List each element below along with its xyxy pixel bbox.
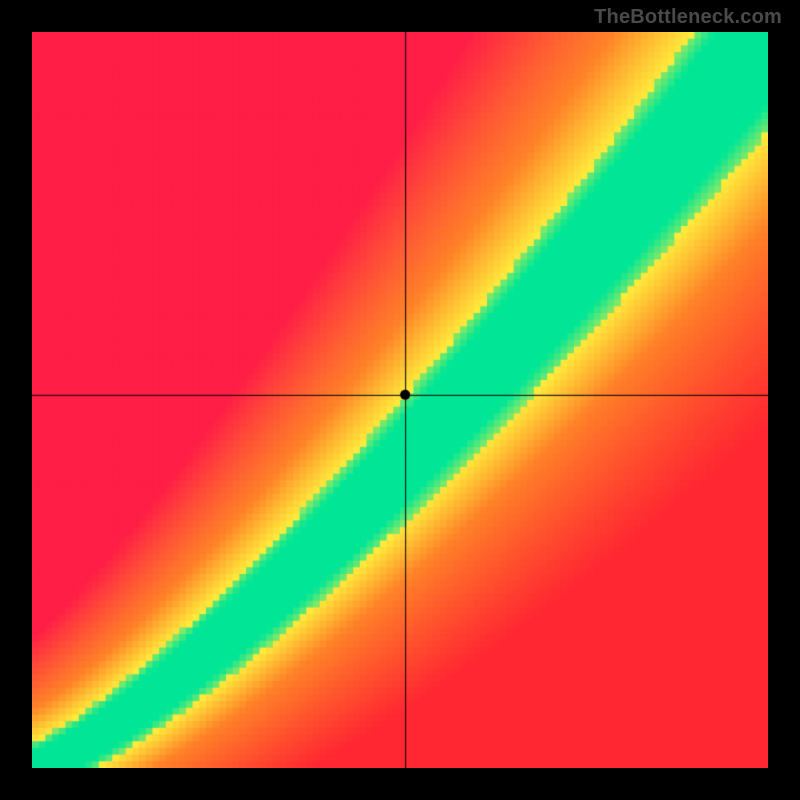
watermark-text: TheBottleneck.com — [594, 6, 782, 29]
chart-container: TheBottleneck.com — [0, 0, 800, 800]
heatmap-canvas — [32, 32, 768, 768]
